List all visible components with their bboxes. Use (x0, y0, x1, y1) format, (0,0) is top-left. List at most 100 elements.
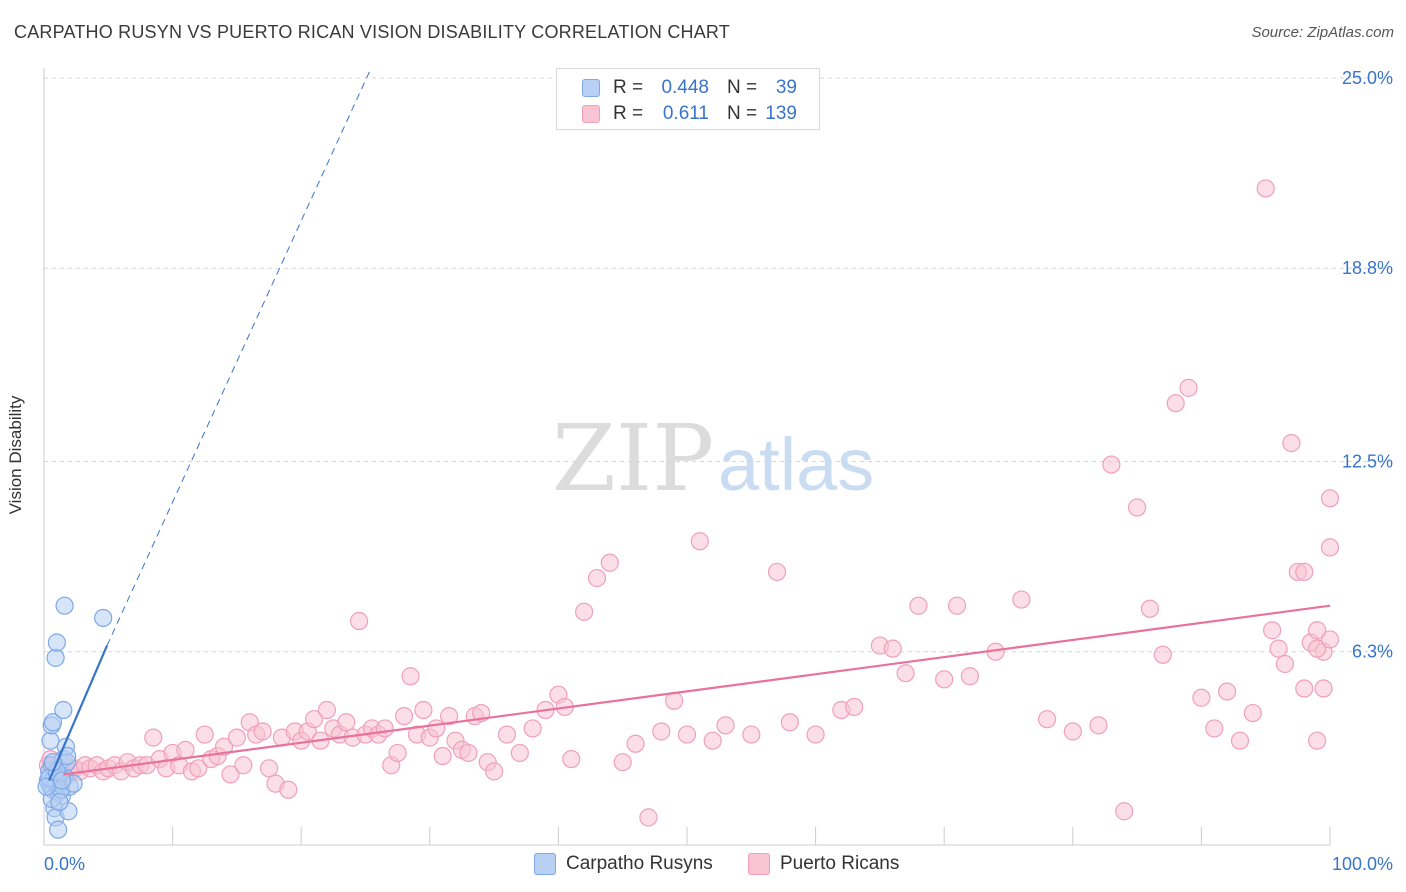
pink-point (439, 707, 459, 726)
pink-point (806, 725, 825, 744)
legend-label-carpatho: Carpatho Rusyns (566, 853, 713, 874)
pink-point (433, 746, 452, 766)
pink-point (1256, 179, 1275, 198)
pink-point (613, 753, 632, 772)
legend-n-label: N = (727, 103, 758, 124)
pink-point (1063, 722, 1082, 741)
pink-point (497, 725, 517, 744)
watermark-atlas: atlas (718, 423, 874, 506)
pink-point (1192, 688, 1211, 707)
y-tick-label: 12.5% (1342, 452, 1393, 472)
pink-point (459, 743, 478, 763)
y-tick-label: 18.8% (1342, 258, 1393, 278)
blue-point (50, 792, 69, 812)
pink-point (401, 667, 420, 686)
y-tick-label: 25.0% (1342, 68, 1393, 88)
pink-point (523, 719, 542, 738)
pink-point (510, 743, 529, 763)
pink-point (1218, 682, 1237, 701)
pink-point (337, 713, 356, 732)
blue-point (94, 608, 113, 628)
y-tick-label: 6.3% (1352, 642, 1393, 662)
pink-point (1012, 590, 1031, 609)
legend-n-value: 139 (765, 103, 797, 124)
pink-point (1308, 639, 1327, 658)
pink-point (388, 743, 407, 763)
blue-point (52, 771, 72, 790)
chart-title: CARPATHO RUSYN VS PUERTO RICAN VISION DI… (14, 22, 730, 42)
x-tick-label: 100.0% (1332, 854, 1393, 874)
pink-point (485, 762, 504, 781)
blue-point (43, 713, 63, 732)
blue-point (37, 777, 56, 796)
pink-point (253, 722, 272, 741)
pink-point (1282, 433, 1301, 453)
blue-trend-extension (106, 71, 370, 646)
pink-point (1308, 731, 1327, 750)
x-tick-label: 0.0% (44, 854, 85, 874)
blue-point (54, 700, 73, 720)
pink-point (189, 759, 208, 778)
pink-point (780, 713, 799, 732)
pink-point (1102, 455, 1121, 474)
pink-point (1320, 489, 1340, 508)
pink-point (1205, 719, 1224, 738)
pink-point (960, 667, 980, 686)
watermark-zip: ZIP (552, 405, 714, 512)
pink-point (690, 532, 709, 551)
pink-point (587, 568, 607, 588)
legend-n-value: 39 (775, 77, 797, 98)
pink-point (1127, 498, 1147, 517)
pink-point (1089, 716, 1108, 735)
legend-row-puerto: R = 0.611 N = 139 (582, 103, 797, 125)
pink-point (279, 780, 298, 799)
legend-row-carpatho: R = 0.448 N = 39 (582, 77, 797, 99)
pink-point (227, 728, 246, 747)
pink-point (1263, 621, 1282, 640)
pink-point (1037, 710, 1057, 729)
pink-point (742, 725, 761, 744)
pink-point (1115, 802, 1134, 821)
pink-point (375, 719, 394, 738)
pink-point (1243, 703, 1262, 723)
pink-point (234, 756, 253, 775)
pink-point (1140, 599, 1160, 618)
source-label: Source: ZipAtlas.com (1251, 24, 1394, 41)
pink-point (221, 765, 240, 784)
bottom-legend-puerto: Puerto Ricans (748, 851, 899, 877)
pink-point (304, 710, 324, 729)
pink-point (562, 749, 581, 769)
pink-point (349, 611, 369, 631)
pink-point (317, 700, 337, 720)
pink-point (935, 670, 954, 689)
pink-point (214, 737, 234, 756)
pink-point (1166, 394, 1185, 413)
pink-point (1275, 654, 1295, 674)
pink-point (600, 553, 619, 572)
pink-point (703, 731, 722, 750)
pink-point (394, 707, 414, 726)
pink-point (716, 716, 735, 735)
pink-point (427, 719, 446, 738)
pink-point (767, 562, 787, 582)
legend-swatch-blue (534, 853, 556, 875)
pink-point (652, 722, 671, 741)
pink-point (896, 664, 915, 683)
legend-n-label: N = (727, 77, 758, 98)
pink-point (883, 639, 902, 658)
pink-point (176, 740, 195, 759)
pink-point (1153, 645, 1172, 664)
legend-swatch-blue (582, 79, 600, 97)
blue-point (41, 731, 60, 750)
pink-point (1295, 562, 1314, 582)
legend-swatch-pink (582, 105, 600, 123)
legend-r-label: R = (613, 103, 644, 124)
pink-point (909, 596, 928, 615)
pink-point (845, 697, 864, 717)
pink-point (414, 700, 433, 720)
legend-r-value: 0.611 (662, 103, 709, 124)
pink-point (1320, 630, 1340, 649)
legend-swatch-pink (748, 853, 770, 875)
pink-point (1179, 378, 1198, 397)
pink-point (947, 596, 967, 615)
